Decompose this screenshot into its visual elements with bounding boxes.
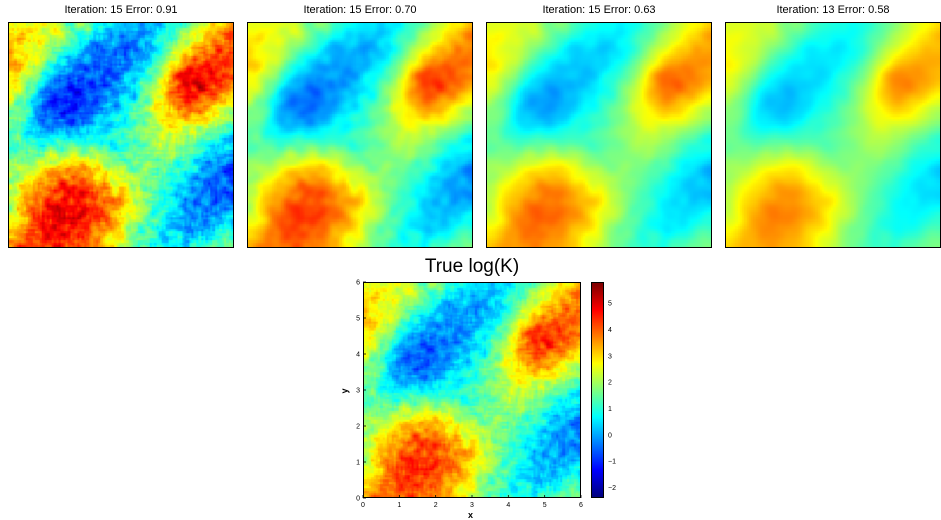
x-tick-label-4: 4: [506, 502, 510, 509]
panel-1-heatmap: [8, 22, 234, 248]
colorbar-tick-label-1: −1: [608, 459, 616, 466]
panel-4-title: Iteration: 13 Error: 0.58: [776, 4, 890, 16]
x-tick-label-2: 2: [434, 502, 438, 509]
chart-title: True log(K): [424, 256, 520, 277]
y-tick-label-1: 1: [356, 460, 360, 467]
y-tick-label-0: 0: [356, 496, 360, 503]
x-tick-label-0: 0: [361, 502, 365, 509]
panel-4-heatmap: [725, 22, 941, 248]
colorbar-tick-label-5: 3: [608, 353, 612, 360]
panel-3-heatmap: [486, 22, 712, 248]
panel-2-heatmap: [247, 22, 473, 248]
panel-3-title: Iteration: 15 Error: 0.63: [542, 4, 656, 16]
x-tick-label-1: 1: [397, 502, 401, 509]
panel-1-title: Iteration: 15 Error: 0.91: [64, 4, 178, 16]
true-field-heatmap: [363, 282, 581, 498]
colorbar-tick-label-6: 4: [608, 327, 612, 334]
y-axis-label: y: [339, 388, 350, 394]
panel-2-title: Iteration: 15 Error: 0.70: [303, 4, 417, 16]
colorbar-tick-label-0: −2: [608, 485, 616, 492]
x-axis-label: x: [468, 510, 474, 520]
colorbar-tick-label-7: 5: [608, 301, 612, 308]
y-tick-label-4: 4: [356, 352, 360, 359]
x-tick-label-6: 6: [579, 502, 583, 509]
y-tick-label-5: 5: [356, 316, 360, 323]
y-tick-label-2: 2: [356, 424, 360, 431]
colorbar-tick-label-3: 1: [608, 406, 612, 413]
y-tick-label-3: 3: [356, 388, 360, 395]
colorbar-tick-label-4: 2: [608, 380, 612, 387]
y-tick-label-6: 6: [356, 280, 360, 287]
colorbar-tick-label-2: 0: [608, 432, 612, 439]
x-tick-label-5: 5: [543, 502, 547, 509]
colorbar: [591, 282, 604, 498]
x-tick-label-3: 3: [470, 502, 474, 509]
